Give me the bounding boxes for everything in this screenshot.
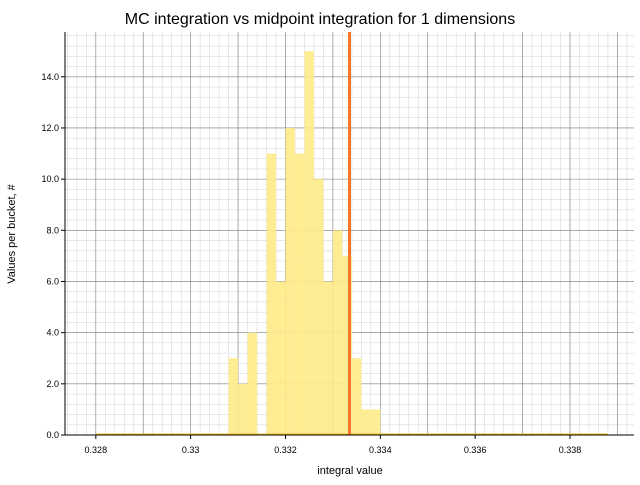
histogram-bar: [361, 409, 371, 435]
y-tick-label: 6.0: [46, 276, 59, 286]
histogram-bars: [228, 51, 381, 436]
x-tick-label: 0.336: [464, 445, 487, 455]
histogram-bar: [332, 230, 343, 435]
y-tick-label: 12.0: [41, 123, 59, 133]
x-tick-label: 0.332: [274, 445, 297, 455]
histogram-bar: [238, 383, 248, 435]
chart-title: MC integration vs midpoint integration f…: [125, 11, 515, 28]
y-tick-label: 4.0: [46, 328, 59, 338]
y-tick-label: 0.0: [46, 430, 59, 440]
histogram-bar: [351, 358, 362, 435]
histogram-bar: [285, 127, 295, 435]
y-ticks: 0.0 2.0 4.0 6.0 8.0 10.0 12.0 14.0: [41, 72, 65, 440]
axes: [64, 32, 634, 436]
histogram-bar: [266, 153, 277, 436]
x-tick-label: 0.328: [85, 445, 108, 455]
histogram-bar: [247, 332, 258, 435]
x-tick-label: 0.33: [182, 445, 200, 455]
y-axis-label: Values per bucket, #: [6, 183, 18, 283]
histogram-bar: [228, 358, 239, 435]
x-tick-label: 0.338: [559, 445, 582, 455]
histogram-bar: [370, 409, 381, 435]
y-tick-label: 2.0: [46, 379, 59, 389]
y-tick-label: 8.0: [46, 225, 59, 235]
histogram-bar: [313, 179, 324, 435]
histogram-bar: [294, 153, 305, 436]
histogram-bar: [304, 51, 314, 435]
x-tick-label: 0.334: [369, 445, 392, 455]
histogram-bar: [276, 281, 286, 435]
x-axis-label: integral value: [317, 465, 382, 477]
y-tick-label: 10.0: [41, 174, 59, 184]
x-ticks: 0.328 0.33 0.332 0.334 0.336 0.338: [85, 435, 582, 455]
y-tick-label: 14.0: [41, 72, 59, 82]
histogram-bar: [342, 255, 352, 435]
histogram-bar: [323, 281, 333, 435]
